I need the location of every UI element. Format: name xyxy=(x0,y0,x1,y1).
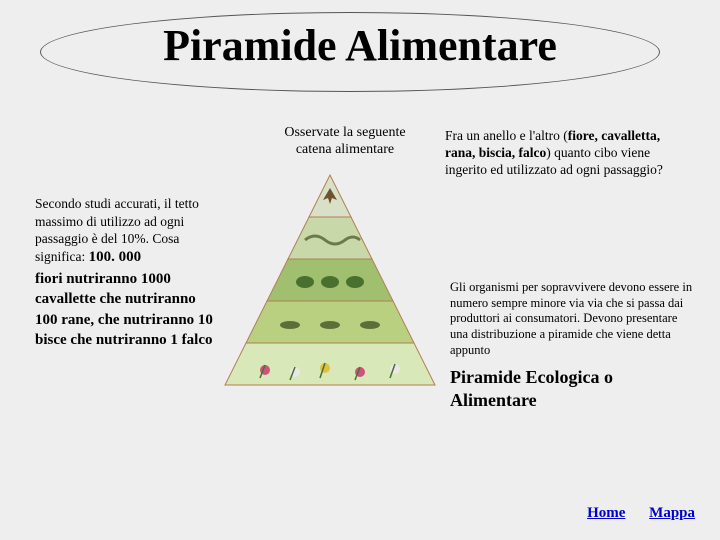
title-container: Piramide Alimentare xyxy=(60,20,660,71)
left-number: 100. 000 xyxy=(89,249,142,265)
right-question: Fra un anello e l'altro (fiore, cavallet… xyxy=(445,128,680,179)
nav-links: Home Mappa xyxy=(567,505,695,522)
subtitle: Osservate la seguente catena alimentare xyxy=(245,125,445,159)
mappa-link[interactable]: Mappa xyxy=(649,505,695,521)
page-title: Piramide Alimentare xyxy=(60,20,660,71)
subtitle-line1: Osservate la seguente xyxy=(284,125,405,140)
rq-l1: Fra un anello e l'altro ( xyxy=(445,128,568,143)
right-ending: Piramide Ecologica o Alimentare xyxy=(450,366,695,411)
subtitle-line2: catena alimentare xyxy=(296,142,394,157)
left-column: Secondo studi accurati, il tetto massimo… xyxy=(35,195,215,350)
food-pyramid-diagram xyxy=(215,160,445,390)
left-chain: fiori nutriranno 1000 cavallette che nut… xyxy=(35,269,215,350)
home-link[interactable]: Home xyxy=(587,505,625,521)
right-body: Gli organismi per sopravvivere devono es… xyxy=(450,280,695,358)
right-explain: Gli organismi per sopravvivere devono es… xyxy=(450,280,695,411)
